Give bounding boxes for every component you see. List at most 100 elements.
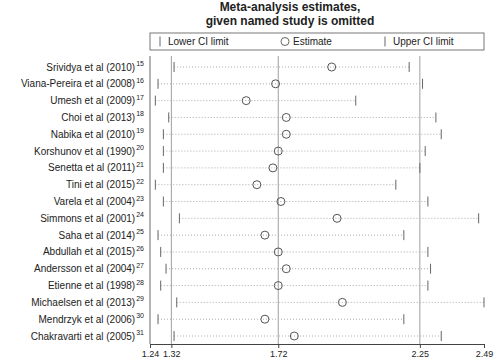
- tick-mark: [278, 344, 279, 348]
- tick: 2.49: [476, 344, 494, 359]
- tick-mark: [171, 344, 172, 348]
- axis-line: [151, 345, 485, 349]
- lower-ci: [174, 331, 175, 341]
- reference-number: 26: [136, 245, 144, 252]
- study-label: Saha et al (2014): [58, 230, 135, 241]
- tick: 1.32: [163, 344, 181, 359]
- reference-number: 27: [136, 262, 144, 269]
- reference-number: 21: [136, 161, 144, 168]
- tick-mark: [420, 344, 421, 348]
- lower-ci: [155, 180, 156, 190]
- ci-connector: [155, 100, 355, 101]
- legend-symbol: [160, 37, 161, 47]
- upper-ci: [422, 79, 423, 89]
- reference-number: 15: [136, 60, 144, 67]
- estimate: [261, 315, 269, 323]
- study-label: Andersson et al (2004): [34, 263, 135, 274]
- tick-label: 2.25: [412, 349, 430, 359]
- frame-left: [150, 56, 151, 344]
- chart: Meta-analysis estimates,given named stud…: [0, 0, 500, 364]
- study-label: Viana-Pereira et al (2008): [21, 78, 135, 89]
- lower-ci: [163, 146, 164, 156]
- ci-connector: [163, 201, 428, 202]
- tick-label: 1.32: [163, 349, 181, 359]
- ci-connector: [166, 268, 431, 269]
- ci-connector: [161, 251, 428, 252]
- ci-connector: [177, 302, 484, 303]
- study-label: Umesh et al (2009): [50, 95, 135, 106]
- study-label: Senetta et al (2011): [48, 162, 135, 173]
- estimate: [274, 248, 282, 256]
- estimate: [242, 97, 250, 105]
- estimate: [333, 214, 341, 222]
- reference-number: 18: [136, 110, 144, 117]
- title: Meta-analysis estimates,: [220, 0, 361, 14]
- legend-symbol: [385, 37, 386, 47]
- reference-number: 19: [136, 127, 144, 134]
- upper-ci: [395, 180, 396, 190]
- reference-lines: [171, 56, 419, 344]
- ci-connector: [169, 117, 436, 118]
- study-label: Michaelsen et al (2013): [31, 297, 135, 308]
- ci-connector: [163, 134, 441, 135]
- lower-ci: [158, 314, 159, 324]
- tick-label: 1.72: [270, 349, 288, 359]
- legend: Lower CI limit Estimate Upper CI limit: [150, 33, 484, 50]
- ci-connector: [155, 184, 395, 185]
- reference-number: 20: [136, 144, 144, 151]
- upper-ci: [441, 331, 442, 341]
- upper-ci: [403, 230, 404, 240]
- upper-ci: [403, 314, 404, 324]
- study-label: Choi et al (2013): [61, 112, 135, 123]
- x-axis: 1.241.32 1.72 2.25 2.49: [142, 344, 494, 359]
- estimate: [269, 164, 277, 172]
- tick-label: 2.49: [476, 349, 494, 359]
- estimate: [338, 298, 346, 306]
- upper-ci: [419, 163, 420, 173]
- legend-label: Upper CI limit: [393, 36, 454, 47]
- lower-ci: [176, 297, 177, 307]
- legend-label: Lower CI limit: [168, 36, 229, 47]
- estimate: [274, 282, 282, 290]
- ci-connector: [158, 319, 404, 320]
- reference-number: 25: [136, 228, 144, 235]
- reference-number: 17: [136, 94, 144, 101]
- tick-mark: [150, 344, 151, 348]
- estimate: [328, 63, 336, 71]
- legend-symbol: [281, 38, 289, 46]
- upper-ci: [484, 297, 485, 307]
- lower-ci: [158, 79, 159, 89]
- lower-ci: [174, 62, 175, 72]
- study-label: Chakravarti et al (2005): [31, 331, 136, 342]
- ci-connector: [163, 151, 425, 152]
- overall-upper-line: [419, 56, 420, 344]
- overall-estimate-line: [278, 56, 279, 344]
- ci-connector: [179, 218, 478, 219]
- reference-number: 22: [136, 178, 144, 185]
- reference-number: 29: [136, 295, 144, 302]
- lower-ci: [160, 281, 161, 291]
- lower-ci: [158, 230, 159, 240]
- upper-ci: [435, 112, 436, 122]
- estimate: [282, 265, 290, 273]
- legend-label: Estimate: [293, 36, 332, 47]
- ci-connector: [158, 83, 423, 84]
- title: given named study is omitted: [206, 14, 375, 28]
- tick: 1.72: [270, 344, 288, 359]
- study-label: Srividya et al (2010): [46, 62, 135, 73]
- estimate: [277, 198, 285, 206]
- upper-ci: [430, 264, 431, 274]
- study-label: Simmons et al (2001): [40, 213, 135, 224]
- tick: 1.24: [142, 344, 160, 359]
- ci-connector: [174, 336, 441, 337]
- study-label: Etienne et al (1998): [48, 280, 135, 291]
- tick-mark: [484, 344, 485, 348]
- ci-connector: [163, 167, 420, 168]
- reference-number: 24: [136, 211, 144, 218]
- legend-box: [150, 33, 484, 50]
- lower-ci: [163, 197, 164, 207]
- lower-ci: [166, 264, 167, 274]
- ci-connector: [161, 285, 428, 286]
- reference-number: 31: [136, 329, 144, 336]
- study-label: Varela et al (2004): [54, 196, 136, 207]
